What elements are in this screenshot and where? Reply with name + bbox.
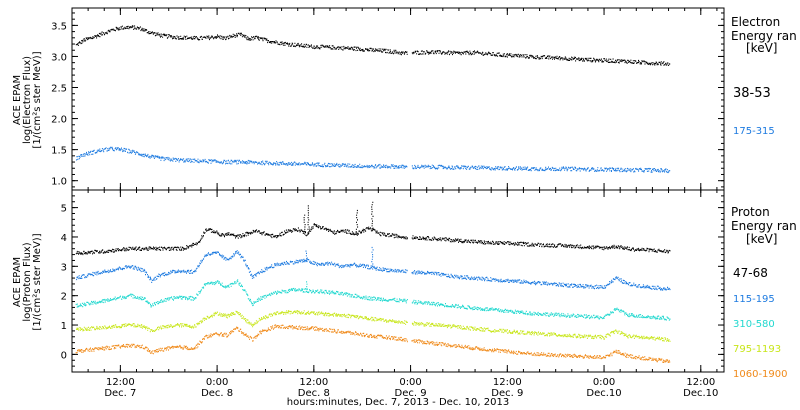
y-tick-label: 3.5 [51,21,67,32]
x-tick-label-date: Dec. 7 [104,388,136,399]
legend-entry: 175-315 [733,126,775,137]
y-tick-label: 5 [61,204,67,215]
y-tick-label: 3 [61,262,67,273]
x-tick-label-time: 12:00 [299,377,328,388]
y-tick-label: 4 [61,233,67,244]
legend-entry: 310-580 [733,319,775,330]
series-310-580-points [75,279,671,321]
proton-legend-unit: [keV] [746,232,777,246]
y-tick-label: 1.0 [51,177,67,188]
x-tick-label-time: 0:00 [593,377,615,388]
series-47-68-points [75,223,671,256]
electron-ylabel-line3: [1/(cm²s ster MeV)] [32,51,43,148]
x-tick-label-date: Dec. 9 [395,388,427,399]
y-tick-label: 1 [61,321,67,332]
proton-ylabel-line2: log(Proton Flux) [22,242,33,321]
electron-legend-unit: [keV] [746,41,777,55]
electron-ylabel: ACE EPAM log(Electron Flux) [1/(cm²s ste… [12,51,43,148]
x-tick-label-time: 12:00 [686,377,715,388]
electron-ylabel-line1: ACE EPAM [12,75,23,125]
x-tick-label-date: Dec. 8 [201,388,233,399]
series-115-195-points [76,250,671,291]
spike-47-68 [307,205,310,235]
spike-310-580 [305,281,308,292]
proton-ylabel: ACE EPAM log(Proton Flux) [1/(cm²s ster … [12,233,43,330]
proton-legend-title: Proton [731,205,770,219]
series-1060-1900-points [75,324,671,363]
electron-legend-title: Electron [731,15,780,29]
y-tick-label: 0 [61,350,67,361]
electron-legend-subtitle: Energy ran [731,29,797,43]
electron-ylabel-line2: log(Electron Flux) [22,56,33,144]
proton-ylabel-line1: ACE EPAM [12,257,23,307]
legend-entry: 795-1193 [733,344,781,355]
x-tick-label-time: 0:00 [399,377,421,388]
y-tick-label: 2.0 [51,115,67,126]
spike-115-195 [371,246,374,267]
x-tick-label-time: 0:00 [206,377,228,388]
proton-panel-frame [71,189,725,373]
proton-legend-subtitle: Energy ran [731,219,797,233]
y-tick-label: 2.5 [51,84,67,95]
x-tick-label-date: Dec.10 [586,388,621,399]
x-tick-label-date: Dec.10 [683,388,718,399]
x-tick-label-time: 12:00 [106,377,135,388]
legend-entry: 115-195 [733,294,775,305]
proton-legend: Proton Energy ran [keV] [731,205,797,246]
x-tick-label-time: 12:00 [493,377,522,388]
proton-ylabel-line3: [1/(cm²s ster MeV)] [32,233,43,330]
series-795-1193-points [76,310,671,342]
series-175-315-points [76,146,671,174]
x-tick-label-date: Dec. 8 [298,388,330,399]
x-tick-label-date: Dec. 9 [491,388,523,399]
spike-47-68 [355,209,359,235]
electron-legend: Electron Energy ran [keV] [731,15,797,55]
legend-entry: 38-53 [733,86,771,101]
spike-115-195 [305,250,308,262]
spike-47-68 [303,214,306,235]
y-tick-label: 2 [61,292,67,303]
y-tick-label: 3.0 [51,52,67,63]
series-38-53-points [75,25,671,66]
legend-entry: 47-68 [733,266,768,280]
y-tick-label: 1.5 [51,146,67,157]
spike-47-68 [371,201,374,229]
legend-entry: 1060-1900 [733,369,788,380]
x-axis-title: hours:minutes, Dec. 7, 2013 - Dec. 10, 2… [287,397,509,408]
